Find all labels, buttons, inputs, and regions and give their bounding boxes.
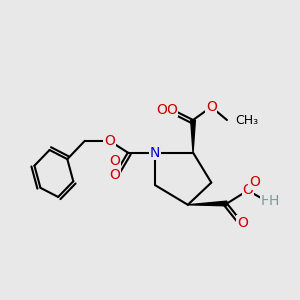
Text: O: O: [109, 168, 120, 182]
Text: O: O: [206, 100, 217, 114]
Text: H: H: [261, 194, 271, 208]
Polygon shape: [188, 201, 227, 206]
Text: O: O: [237, 216, 248, 230]
Polygon shape: [191, 120, 195, 153]
Text: O: O: [104, 134, 115, 148]
Text: CH₃: CH₃: [235, 113, 258, 127]
Text: N: N: [150, 146, 160, 160]
Text: O: O: [109, 154, 120, 168]
Text: O: O: [237, 216, 248, 230]
Text: O: O: [249, 175, 260, 189]
Text: O: O: [156, 103, 167, 117]
Text: O: O: [242, 183, 253, 197]
Text: H: H: [269, 194, 279, 208]
Text: O: O: [167, 103, 178, 117]
